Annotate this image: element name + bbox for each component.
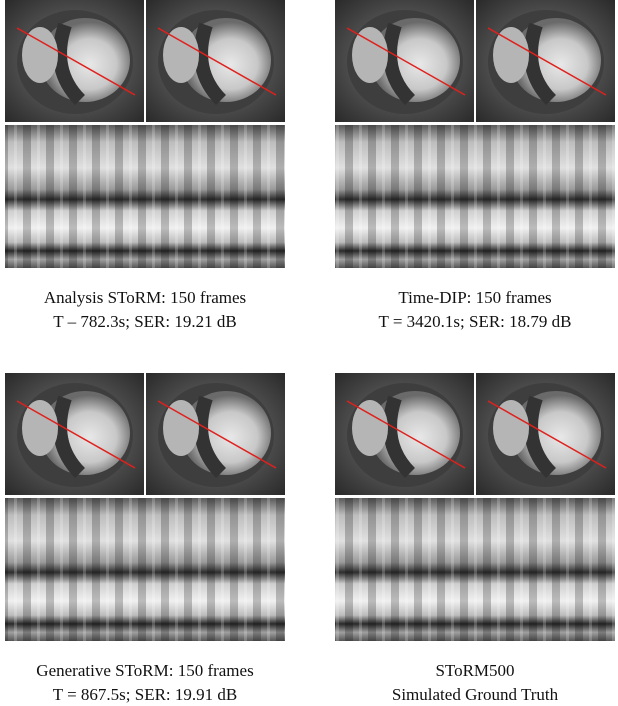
caption-line: Simulated Ground Truth bbox=[392, 685, 559, 704]
cardiac-frame bbox=[5, 373, 144, 495]
cardiac-frame bbox=[335, 0, 474, 122]
panel: Time-DIP: 150 frames T = 3420.1s; SER: 18… bbox=[335, 0, 615, 331]
panel: Generative SToRM: 150 frames T = 867.5s; … bbox=[5, 373, 285, 704]
septum bbox=[524, 22, 557, 105]
time-profile-stripes bbox=[335, 125, 615, 268]
cardiac-frame bbox=[146, 0, 285, 122]
caption-line: T = 3420.1s; SER: 18.79 dB bbox=[379, 312, 572, 331]
panel: SToRM500 Simulated Ground Truth bbox=[335, 373, 615, 704]
profile-line bbox=[487, 400, 607, 469]
caption-line: Analysis SToRM: 150 frames bbox=[44, 288, 246, 307]
septum bbox=[383, 22, 416, 105]
time-profile-stripes bbox=[5, 125, 285, 268]
caption-line: Generative SToRM: 150 frames bbox=[36, 661, 253, 680]
time-profile-stripes bbox=[335, 498, 615, 641]
profile-line bbox=[157, 27, 277, 96]
right-ventricle bbox=[22, 400, 58, 456]
cardiac-frame bbox=[335, 373, 474, 495]
cardiac-frame bbox=[146, 373, 285, 495]
septum bbox=[194, 22, 227, 105]
time-profile-stripes bbox=[5, 498, 285, 641]
profile-line bbox=[16, 400, 136, 469]
right-ventricle bbox=[163, 27, 199, 83]
profile-line bbox=[487, 27, 607, 96]
septum bbox=[194, 395, 227, 478]
right-ventricle bbox=[22, 27, 58, 83]
caption-line: Time-DIP: 150 frames bbox=[398, 288, 551, 307]
caption-line: T – 782.3s; SER: 19.21 dB bbox=[53, 312, 236, 331]
septum bbox=[383, 395, 416, 478]
right-ventricle bbox=[352, 400, 388, 456]
cardiac-frame bbox=[476, 373, 615, 495]
right-ventricle bbox=[163, 400, 199, 456]
right-ventricle bbox=[352, 27, 388, 83]
panel: Analysis SToRM: 150 frames T – 782.3s; SE… bbox=[5, 0, 285, 331]
septum bbox=[53, 22, 86, 105]
cardiac-frame bbox=[5, 0, 144, 122]
septum bbox=[524, 395, 557, 478]
caption-line: T = 867.5s; SER: 19.91 dB bbox=[53, 685, 238, 704]
right-ventricle bbox=[493, 27, 529, 83]
caption-line: SToRM500 bbox=[435, 661, 514, 680]
profile-line bbox=[346, 27, 466, 96]
profile-line bbox=[16, 27, 136, 96]
cardiac-frame bbox=[476, 0, 615, 122]
profile-line bbox=[346, 400, 466, 469]
profile-line bbox=[157, 400, 277, 469]
right-ventricle bbox=[493, 400, 529, 456]
septum bbox=[53, 395, 86, 478]
